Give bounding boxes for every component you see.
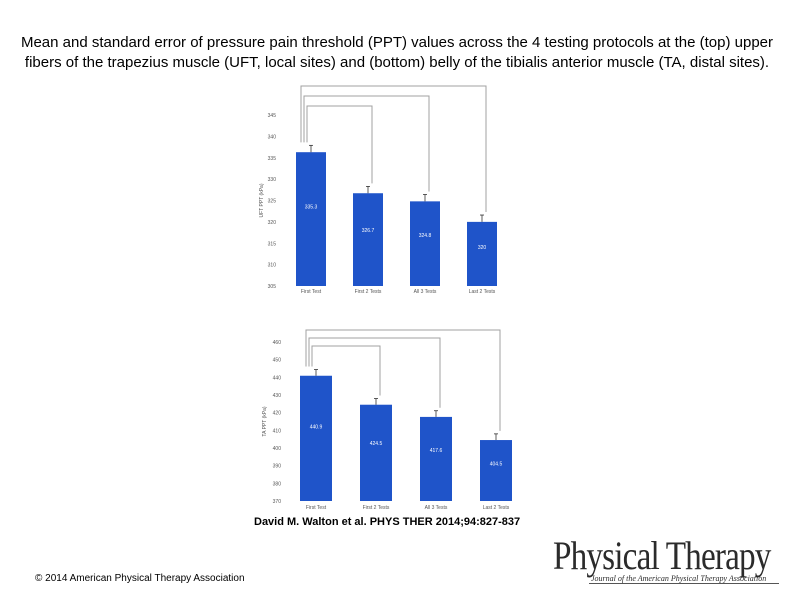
- top-y-tick-label: 310: [268, 263, 277, 269]
- top-data-label-4: 320: [478, 245, 487, 251]
- bottom-y-tick-label: 410: [273, 428, 282, 434]
- copyright: © 2014 American Physical Therapy Associa…: [35, 573, 245, 584]
- top-y-tick-label: 335: [268, 156, 277, 162]
- logo-subtitle: Journal of the American Physical Therapy…: [591, 574, 767, 583]
- bottom-data-label-4: 404.5: [490, 462, 503, 468]
- bottom-y-tick-label: 380: [273, 481, 282, 487]
- top-y-tick-label: 315: [268, 241, 277, 247]
- bottom-y-axis-title: TA PPT (kPa): [262, 406, 268, 436]
- bottom-y-tick-label: 390: [273, 464, 282, 470]
- bottom-category-label-4: Last 2 Tests: [483, 505, 510, 511]
- top-bar-1: [296, 152, 326, 286]
- top-y-tick-label: 305: [268, 284, 277, 290]
- top-y-tick-label: 320: [268, 220, 277, 226]
- bottom-data-label-1: 440.9: [310, 424, 323, 430]
- logo-wordmark: Physical Therapy: [553, 533, 771, 578]
- journal-logo: Physical Therapy Journal of the American…: [553, 533, 785, 588]
- bottom-bar-4: [480, 440, 512, 501]
- bottom-y-tick-label: 430: [273, 393, 282, 399]
- bottom-data-label-2: 424.5: [370, 441, 383, 447]
- bottom-significance-bracket-1: [311, 345, 381, 396]
- top-bar-2: [353, 193, 383, 286]
- top-significance-bracket-1: [306, 105, 373, 184]
- top-y-tick-label: 345: [268, 113, 277, 119]
- citation: David M. Walton et al. PHYS THER 2014;94…: [254, 516, 521, 528]
- top-category-label-4: Last 2 Tests: [469, 289, 496, 295]
- top-y-tick-label: 325: [268, 199, 277, 205]
- bottom-bar-1: [300, 375, 332, 501]
- bottom-y-tick-label: 450: [273, 358, 282, 364]
- top-data-label-3: 324.8: [419, 233, 432, 239]
- top-category-label-3: All 3 Tests: [414, 289, 437, 295]
- top-category-label-2: First 2 Tests: [355, 289, 382, 295]
- top-y-tick-label: 330: [268, 177, 277, 183]
- bottom-significance-bracket-2: [308, 337, 441, 408]
- top-bar-3: [410, 201, 440, 286]
- bottom-category-label-2: First 2 Tests: [363, 505, 390, 511]
- top-data-label-1: 335.3: [305, 204, 318, 210]
- bottom-y-tick-label: 420: [273, 411, 282, 417]
- top-y-tick-label: 340: [268, 134, 277, 140]
- bottom-y-tick-label: 400: [273, 446, 282, 452]
- top-bar-4: [467, 221, 497, 286]
- bottom-y-tick-label: 370: [273, 499, 282, 505]
- top-data-label-2: 326.7: [362, 228, 375, 234]
- bottom-category-label-3: All 3 Tests: [425, 505, 448, 511]
- top-significance-bracket-3: [300, 85, 487, 213]
- bottom-category-label-1: First Test: [306, 505, 327, 511]
- bottom-y-tick-label: 460: [273, 340, 282, 346]
- bottom-y-tick-label: 440: [273, 375, 282, 381]
- bottom-bar-2: [360, 404, 392, 501]
- bottom-bar-3: [420, 416, 452, 501]
- bottom-significance-bracket-3: [305, 329, 501, 431]
- top-y-axis-title: UFT PPT (kPa): [259, 183, 265, 217]
- top-category-label-1: First Test: [301, 289, 322, 295]
- top-significance-bracket-2: [303, 95, 430, 192]
- figure-caption: Mean and standard error of pressure pain…: [20, 34, 774, 71]
- logo-rule: [589, 583, 779, 584]
- bottom-data-label-3: 417.6: [430, 448, 443, 454]
